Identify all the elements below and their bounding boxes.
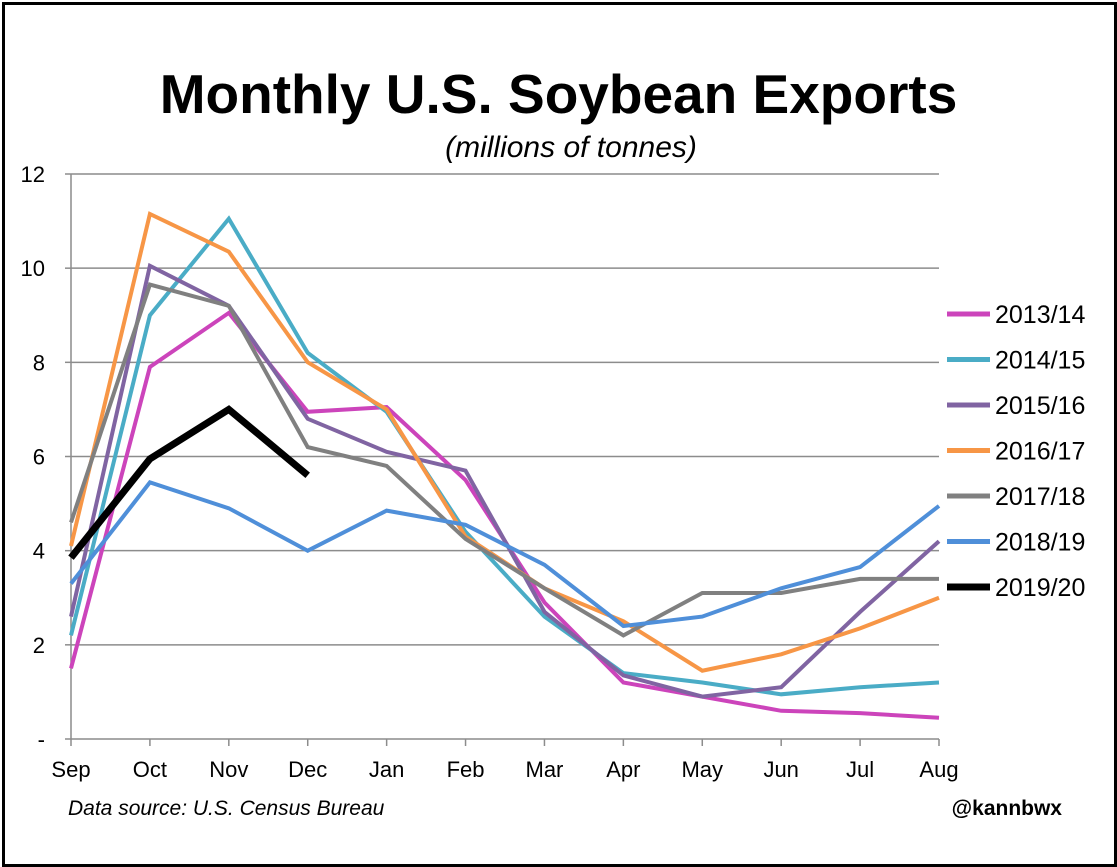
x-tick-label: Jun [763, 757, 798, 782]
legend-label: 2014/15 [995, 347, 1085, 375]
y-tick-label: 10 [21, 256, 45, 281]
x-tick-label: Mar [526, 757, 564, 782]
axes: - 2 4 6 8 10 12 Sep Oct Nov Dec Jan Feb Mar Apr May Jun J… [21, 162, 959, 782]
x-tick-label: Sep [51, 757, 90, 782]
legend: 2013/14 2014/15 2015/16 2016/17 2017/18 2018/… [947, 301, 1085, 602]
legend-label: 2016/17 [995, 438, 1085, 466]
legend-label: 2013/14 [995, 301, 1085, 329]
x-tick-label: Oct [133, 757, 167, 782]
y-tick-label: 2 [33, 633, 45, 658]
x-tick-label: Feb [447, 757, 485, 782]
legend-label: 2015/16 [995, 392, 1085, 420]
x-tick-label: Jan [369, 757, 404, 782]
series-lines [68, 211, 941, 720]
y-tick-label: 4 [33, 539, 45, 564]
x-tick-label: May [681, 757, 723, 782]
y-tick-label: 8 [33, 350, 45, 375]
x-tick-label: Nov [209, 757, 248, 782]
y-tick-label: - [38, 727, 45, 752]
y-tick-label: 12 [21, 162, 45, 187]
chart-title: Monthly U.S. Soybean Exports [159, 63, 958, 125]
x-tick-label: Aug [919, 757, 958, 782]
x-tick-label: Apr [606, 757, 640, 782]
series-line [69, 215, 940, 697]
x-tick-label: Dec [288, 757, 327, 782]
legend-label: 2019/20 [995, 574, 1085, 602]
series-line [69, 480, 941, 629]
author-handle: @kannbwx [951, 797, 1062, 820]
y-tick-label: 6 [33, 445, 45, 470]
gridlines [71, 173, 939, 646]
series-line [69, 262, 941, 699]
series-line [69, 310, 940, 720]
x-tick-label: Jul [846, 757, 874, 782]
series-line [69, 282, 939, 638]
legend-label: 2018/19 [995, 529, 1085, 557]
series-line [68, 405, 310, 560]
chart-subtitle: (millions of tonnes) [445, 131, 697, 164]
data-source-note: Data source: U.S. Census Bureau [68, 797, 385, 820]
legend-label: 2017/18 [995, 483, 1085, 511]
series-line [69, 211, 940, 673]
